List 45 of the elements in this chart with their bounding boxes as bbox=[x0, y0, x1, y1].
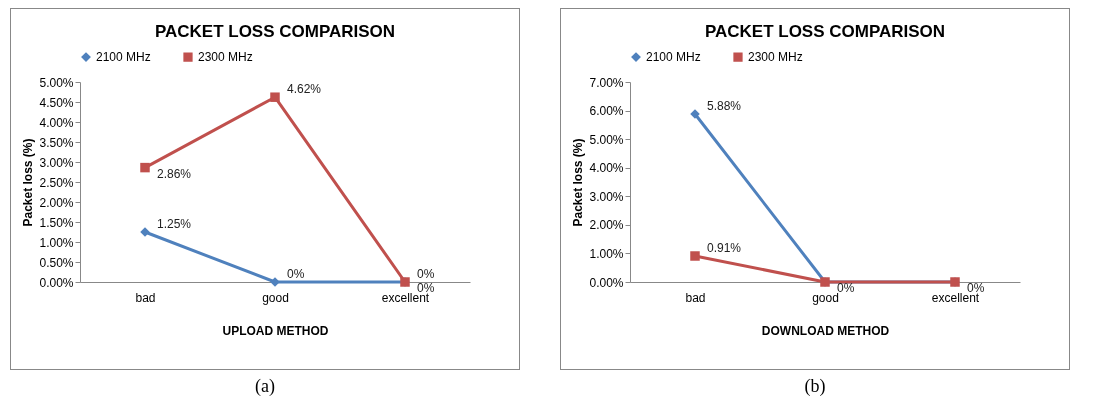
x-tick-label: bad bbox=[135, 290, 156, 305]
text: (b) bbox=[804, 376, 826, 397]
y-tick-label: 2.50% bbox=[39, 175, 74, 190]
legend-label: 2100 MHz bbox=[646, 50, 701, 65]
y-axis-title: Packet loss (%) bbox=[21, 138, 36, 227]
y-tick-label: 0.00% bbox=[39, 275, 74, 290]
y-tick-label: 5.00% bbox=[589, 132, 624, 147]
y-tick-label: 4.00% bbox=[589, 161, 624, 176]
y-tick-label: 5.00% bbox=[39, 75, 74, 90]
point bbox=[690, 251, 700, 261]
chart-title: PACKET LOSS COMPARISON bbox=[704, 22, 946, 41]
x-tick-label: good bbox=[262, 290, 289, 305]
y-tick-label: 4.50% bbox=[39, 95, 74, 110]
data-label: 0% bbox=[287, 267, 305, 281]
y-tick-label: 3.00% bbox=[589, 189, 624, 204]
data-label: 4.62% bbox=[287, 82, 322, 97]
y-tick-label: 1.50% bbox=[39, 215, 74, 230]
y-tick-label: 1.00% bbox=[589, 246, 624, 261]
y-tick-label: 3.50% bbox=[39, 135, 74, 150]
x-axis-title: UPLOAD METHOD bbox=[222, 323, 329, 338]
y-tick-label: 2.00% bbox=[589, 218, 624, 233]
x-tick-label: good bbox=[812, 290, 839, 305]
legend-label: 2300 MHz bbox=[748, 50, 803, 65]
chart-title: PACKET LOSS COMPARISON bbox=[154, 22, 396, 41]
legend-label: 2300 MHz bbox=[198, 50, 253, 65]
y-tick-label: 7.00% bbox=[589, 75, 624, 90]
data-label: 2.86% bbox=[157, 166, 192, 181]
y-tick-label: 4.00% bbox=[39, 115, 74, 130]
point bbox=[140, 162, 150, 173]
y-tick-label: 2.00% bbox=[39, 195, 74, 210]
x-tick-label: bad bbox=[685, 290, 706, 305]
y-axis-title: Packet loss (%) bbox=[571, 138, 586, 227]
x-axis-title: DOWNLOAD METHOD bbox=[761, 323, 890, 338]
text: (a) bbox=[255, 376, 275, 397]
data-label: 0.91% bbox=[707, 241, 742, 255]
legend-label: 2100 MHz bbox=[96, 50, 151, 65]
y-tick-label: 6.00% bbox=[589, 104, 624, 119]
data-label: 0% bbox=[417, 267, 435, 281]
point bbox=[270, 92, 280, 102]
y-tick-label: 1.00% bbox=[39, 235, 74, 250]
y-tick-label: 3.00% bbox=[39, 155, 74, 170]
data-label: 5.88% bbox=[707, 99, 742, 113]
y-tick-label: 0.00% bbox=[589, 275, 624, 290]
y-tick-label: 0.50% bbox=[39, 255, 74, 270]
data-label: 1.25% bbox=[157, 217, 192, 231]
